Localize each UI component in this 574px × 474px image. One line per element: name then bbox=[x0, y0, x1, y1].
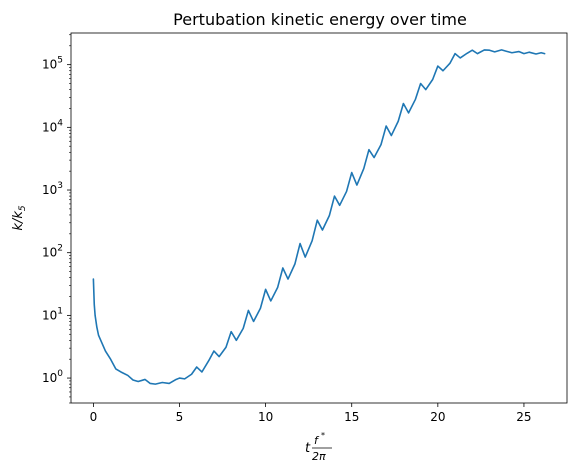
x-tick-label: 10 bbox=[258, 410, 273, 424]
x-tick-label: 15 bbox=[344, 410, 359, 424]
y-label-sub: 5 bbox=[18, 205, 28, 211]
y-tick-label: 101 bbox=[42, 306, 63, 322]
axes-frame bbox=[70, 32, 568, 404]
plot-area: 0 5 10 15 20 25 100 101 102 103 104 105 bbox=[42, 32, 568, 424]
x-label-base: t bbox=[305, 441, 311, 456]
y-tick-label: 102 bbox=[42, 244, 63, 260]
x-axis-label: t f * 2π bbox=[305, 431, 332, 463]
y-axis-label: k/k5 bbox=[11, 205, 28, 230]
y-label-base: k/k bbox=[11, 211, 26, 231]
x-tick-label: 20 bbox=[430, 410, 445, 424]
x-label-frac-den: 2π bbox=[312, 450, 326, 463]
chart-title: Pertubation kinetic energy over time bbox=[173, 10, 467, 29]
y-tick-label: 100 bbox=[42, 369, 63, 385]
x-tick-label: 0 bbox=[90, 410, 98, 424]
y-tick-label: 104 bbox=[42, 118, 63, 134]
series-line bbox=[92, 49, 546, 385]
x-label-frac-num-sup: * bbox=[321, 431, 325, 440]
x-tick-label: 25 bbox=[516, 410, 531, 424]
x-label-frac-num: f bbox=[314, 434, 320, 447]
y-axis: 100 101 102 103 104 105 bbox=[42, 34, 71, 404]
y-tick-label: 105 bbox=[42, 56, 63, 72]
y-tick-label: 103 bbox=[42, 181, 63, 197]
x-axis: 0 5 10 15 20 25 bbox=[90, 403, 532, 424]
x-tick-label: 5 bbox=[176, 410, 184, 424]
